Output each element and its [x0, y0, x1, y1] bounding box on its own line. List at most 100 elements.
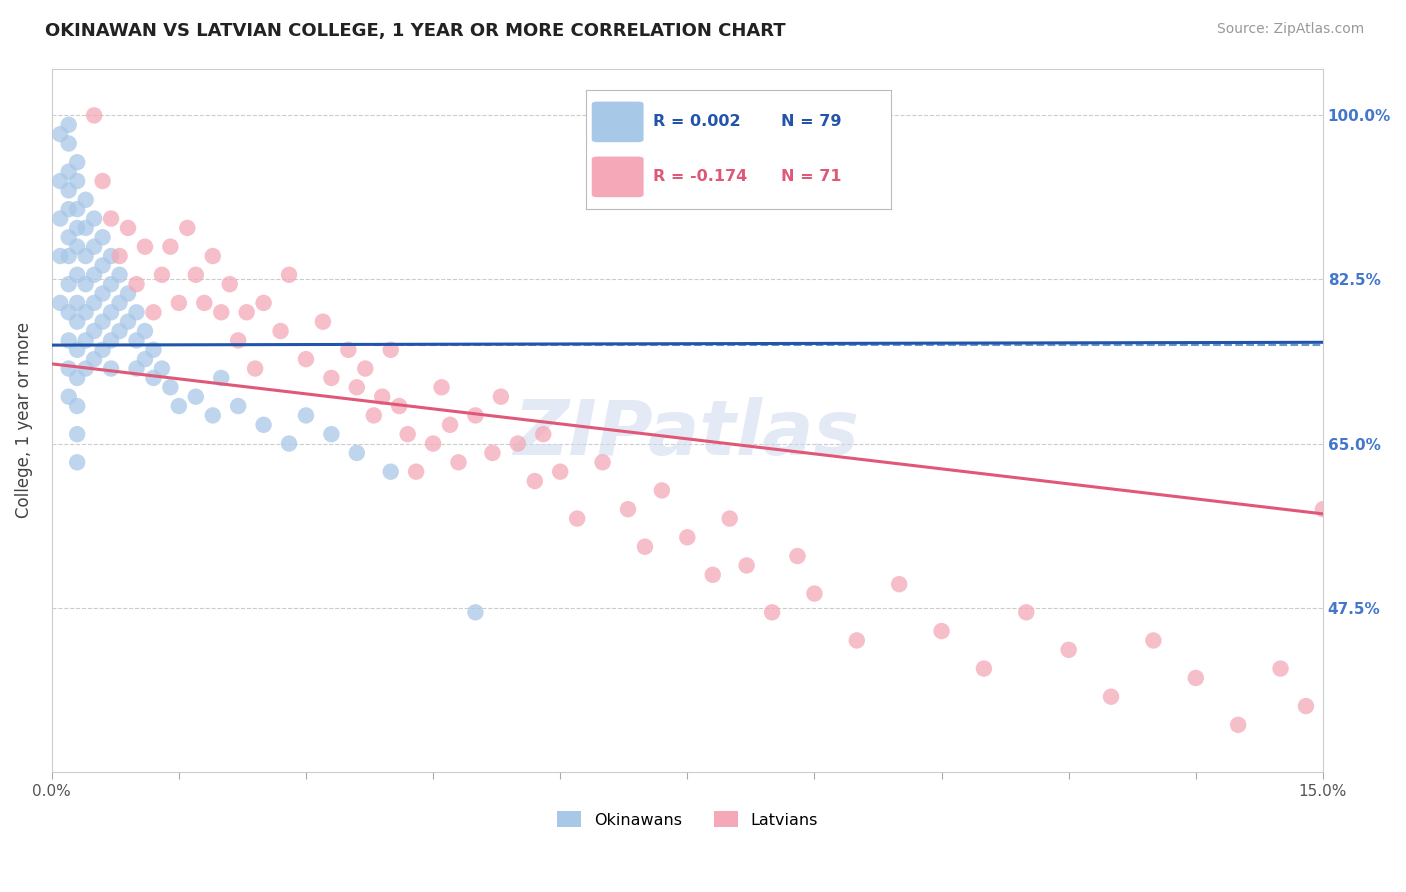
Point [125, 361, 148, 376]
Point [58, 183, 80, 197]
Point [125, 334, 148, 348]
Point [676, 530, 699, 544]
Point [718, 511, 741, 525]
Point [380, 343, 402, 357]
Point [58, 202, 80, 216]
Point [142, 371, 165, 385]
Point [295, 352, 318, 367]
Point [226, 334, 249, 348]
Point [295, 409, 318, 423]
Point [218, 277, 240, 292]
Point [312, 315, 335, 329]
Point [49, 296, 72, 310]
Point [66, 155, 89, 169]
Text: OKINAWAN VS LATVIAN COLLEGE, 1 YEAR OR MORE CORRELATION CHART: OKINAWAN VS LATVIAN COLLEGE, 1 YEAR OR M… [45, 22, 786, 40]
Point [201, 249, 224, 263]
Point [193, 296, 215, 310]
Point [134, 324, 156, 338]
Point [142, 343, 165, 357]
Point [100, 361, 122, 376]
Point [58, 361, 80, 376]
Point [761, 605, 783, 619]
Point [100, 305, 122, 319]
Point [66, 371, 89, 385]
Point [506, 436, 529, 450]
Point [321, 371, 343, 385]
Point [354, 361, 377, 376]
Point [167, 399, 190, 413]
Point [83, 324, 105, 338]
Point [209, 305, 232, 319]
Point [66, 315, 89, 329]
Y-axis label: College, 1 year or more: College, 1 year or more [15, 322, 32, 518]
Point [83, 268, 105, 282]
Point [321, 427, 343, 442]
Point [565, 511, 588, 525]
Point [380, 465, 402, 479]
Point [49, 127, 72, 141]
Point [243, 361, 266, 376]
Point [1057, 642, 1080, 657]
Point [83, 240, 105, 254]
Point [396, 427, 419, 442]
Point [58, 277, 80, 292]
Point [1099, 690, 1122, 704]
Point [108, 249, 131, 263]
Point [252, 417, 274, 432]
Point [66, 343, 89, 357]
Point [184, 268, 207, 282]
Point [66, 427, 89, 442]
Point [58, 164, 80, 178]
Point [1184, 671, 1206, 685]
Point [75, 361, 97, 376]
Point [845, 633, 868, 648]
Point [226, 399, 249, 413]
Point [66, 296, 89, 310]
Point [803, 586, 825, 600]
Point [108, 324, 131, 338]
Point [58, 249, 80, 263]
Point [337, 343, 360, 357]
Point [108, 268, 131, 282]
Point [270, 324, 292, 338]
Point [159, 240, 181, 254]
Point [49, 211, 72, 226]
Point [100, 334, 122, 348]
Point [66, 455, 89, 469]
Point [83, 211, 105, 226]
Point [58, 230, 80, 244]
Point [209, 371, 232, 385]
Point [58, 136, 80, 151]
Point [592, 455, 614, 469]
Point [1295, 699, 1317, 714]
Point [66, 202, 89, 216]
Point [100, 211, 122, 226]
Point [125, 305, 148, 319]
Point [91, 315, 114, 329]
Point [523, 474, 546, 488]
Point [235, 305, 257, 319]
Point [405, 465, 427, 479]
Point [75, 221, 97, 235]
Point [150, 361, 173, 376]
Point [634, 540, 657, 554]
Point [447, 455, 470, 469]
Point [91, 174, 114, 188]
Text: ZIPatlas: ZIPatlas [515, 397, 860, 471]
Point [651, 483, 673, 498]
Point [422, 436, 444, 450]
Point [83, 296, 105, 310]
Point [66, 399, 89, 413]
Point [91, 259, 114, 273]
Point [66, 240, 89, 254]
Point [91, 343, 114, 357]
Point [346, 380, 368, 394]
Point [117, 315, 139, 329]
Point [363, 409, 385, 423]
Point [83, 108, 105, 122]
Point [91, 230, 114, 244]
Point [481, 446, 503, 460]
Point [75, 334, 97, 348]
Point [489, 390, 512, 404]
Point [100, 249, 122, 263]
